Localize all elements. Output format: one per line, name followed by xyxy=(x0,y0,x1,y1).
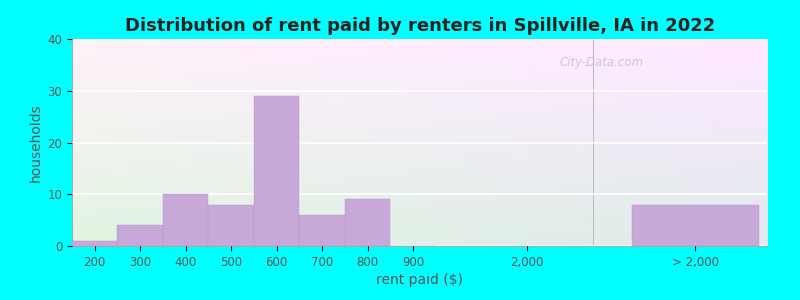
Bar xyxy=(254,96,299,246)
Bar xyxy=(299,215,345,246)
Text: City-Data.com: City-Data.com xyxy=(559,56,643,69)
Bar xyxy=(118,225,163,246)
Y-axis label: households: households xyxy=(30,103,43,182)
Title: Distribution of rent paid by renters in Spillville, IA in 2022: Distribution of rent paid by renters in … xyxy=(125,17,715,35)
Bar xyxy=(631,205,759,246)
Bar xyxy=(163,194,209,246)
Bar xyxy=(345,200,390,246)
X-axis label: rent paid ($): rent paid ($) xyxy=(377,273,463,287)
Bar xyxy=(209,205,254,246)
Bar xyxy=(72,241,118,246)
